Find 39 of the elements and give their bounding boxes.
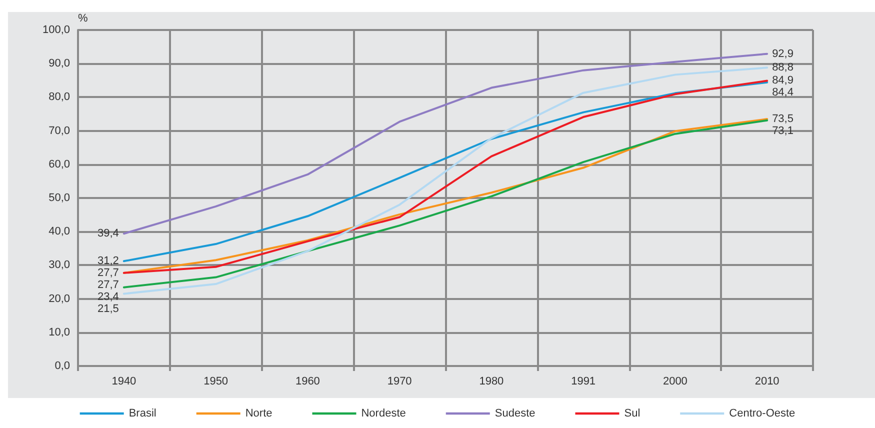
data-label: 73,1 <box>772 125 794 138</box>
data-label: 73,5 <box>772 113 794 126</box>
y-tick-label: 0,0 <box>54 360 70 372</box>
line-series <box>122 52 768 235</box>
y-axis-title: % <box>78 12 88 24</box>
x-tick-label: 1960 <box>295 376 320 388</box>
data-label: 88,8 <box>772 62 794 74</box>
y-tick-label: 100,0 <box>42 24 70 36</box>
data-label: 84,4 <box>772 86 794 99</box>
data-label: 84,9 <box>772 74 794 87</box>
y-tick-label: 60,0 <box>48 158 70 170</box>
legend-label: Centro-Oeste <box>729 408 796 420</box>
y-tick-label: 10,0 <box>48 326 70 338</box>
legend-label: Nordeste <box>361 408 406 420</box>
x-tick-label: 2010 <box>754 376 780 388</box>
legend-label: Sudeste <box>494 408 536 420</box>
y-tick-label: 90,0 <box>48 58 70 70</box>
data-label: 31,2 <box>98 255 119 268</box>
data-label: 23,4 <box>98 291 119 304</box>
y-tick-label: 40,0 <box>48 226 70 238</box>
legend-label: Sul <box>624 408 640 420</box>
x-tick-label: 1970 <box>387 376 412 388</box>
data-label: 39,4 <box>98 228 119 240</box>
y-tick-label: 70,0 <box>48 124 70 137</box>
y-tick-label: 80,0 <box>48 91 70 104</box>
legend-label: Norte <box>245 408 272 420</box>
x-tick-label: 1940 <box>112 376 136 388</box>
legend-label: Brasil <box>128 408 156 420</box>
data-label: 21,5 <box>98 303 119 316</box>
data-label: 27,7 <box>98 267 119 280</box>
data-label: 92,9 <box>772 48 794 60</box>
x-tick-label: 1950 <box>204 376 228 388</box>
y-tick-label: 20,0 <box>48 292 70 305</box>
x-tick-label: 1991 <box>571 376 596 388</box>
x-tick-label: 1980 <box>479 376 504 388</box>
y-tick-label: 30,0 <box>48 259 70 272</box>
y-tick-label: 50,0 <box>48 192 70 204</box>
data-label: 27,7 <box>98 279 119 292</box>
x-tick-label: 2000 <box>662 376 688 388</box>
